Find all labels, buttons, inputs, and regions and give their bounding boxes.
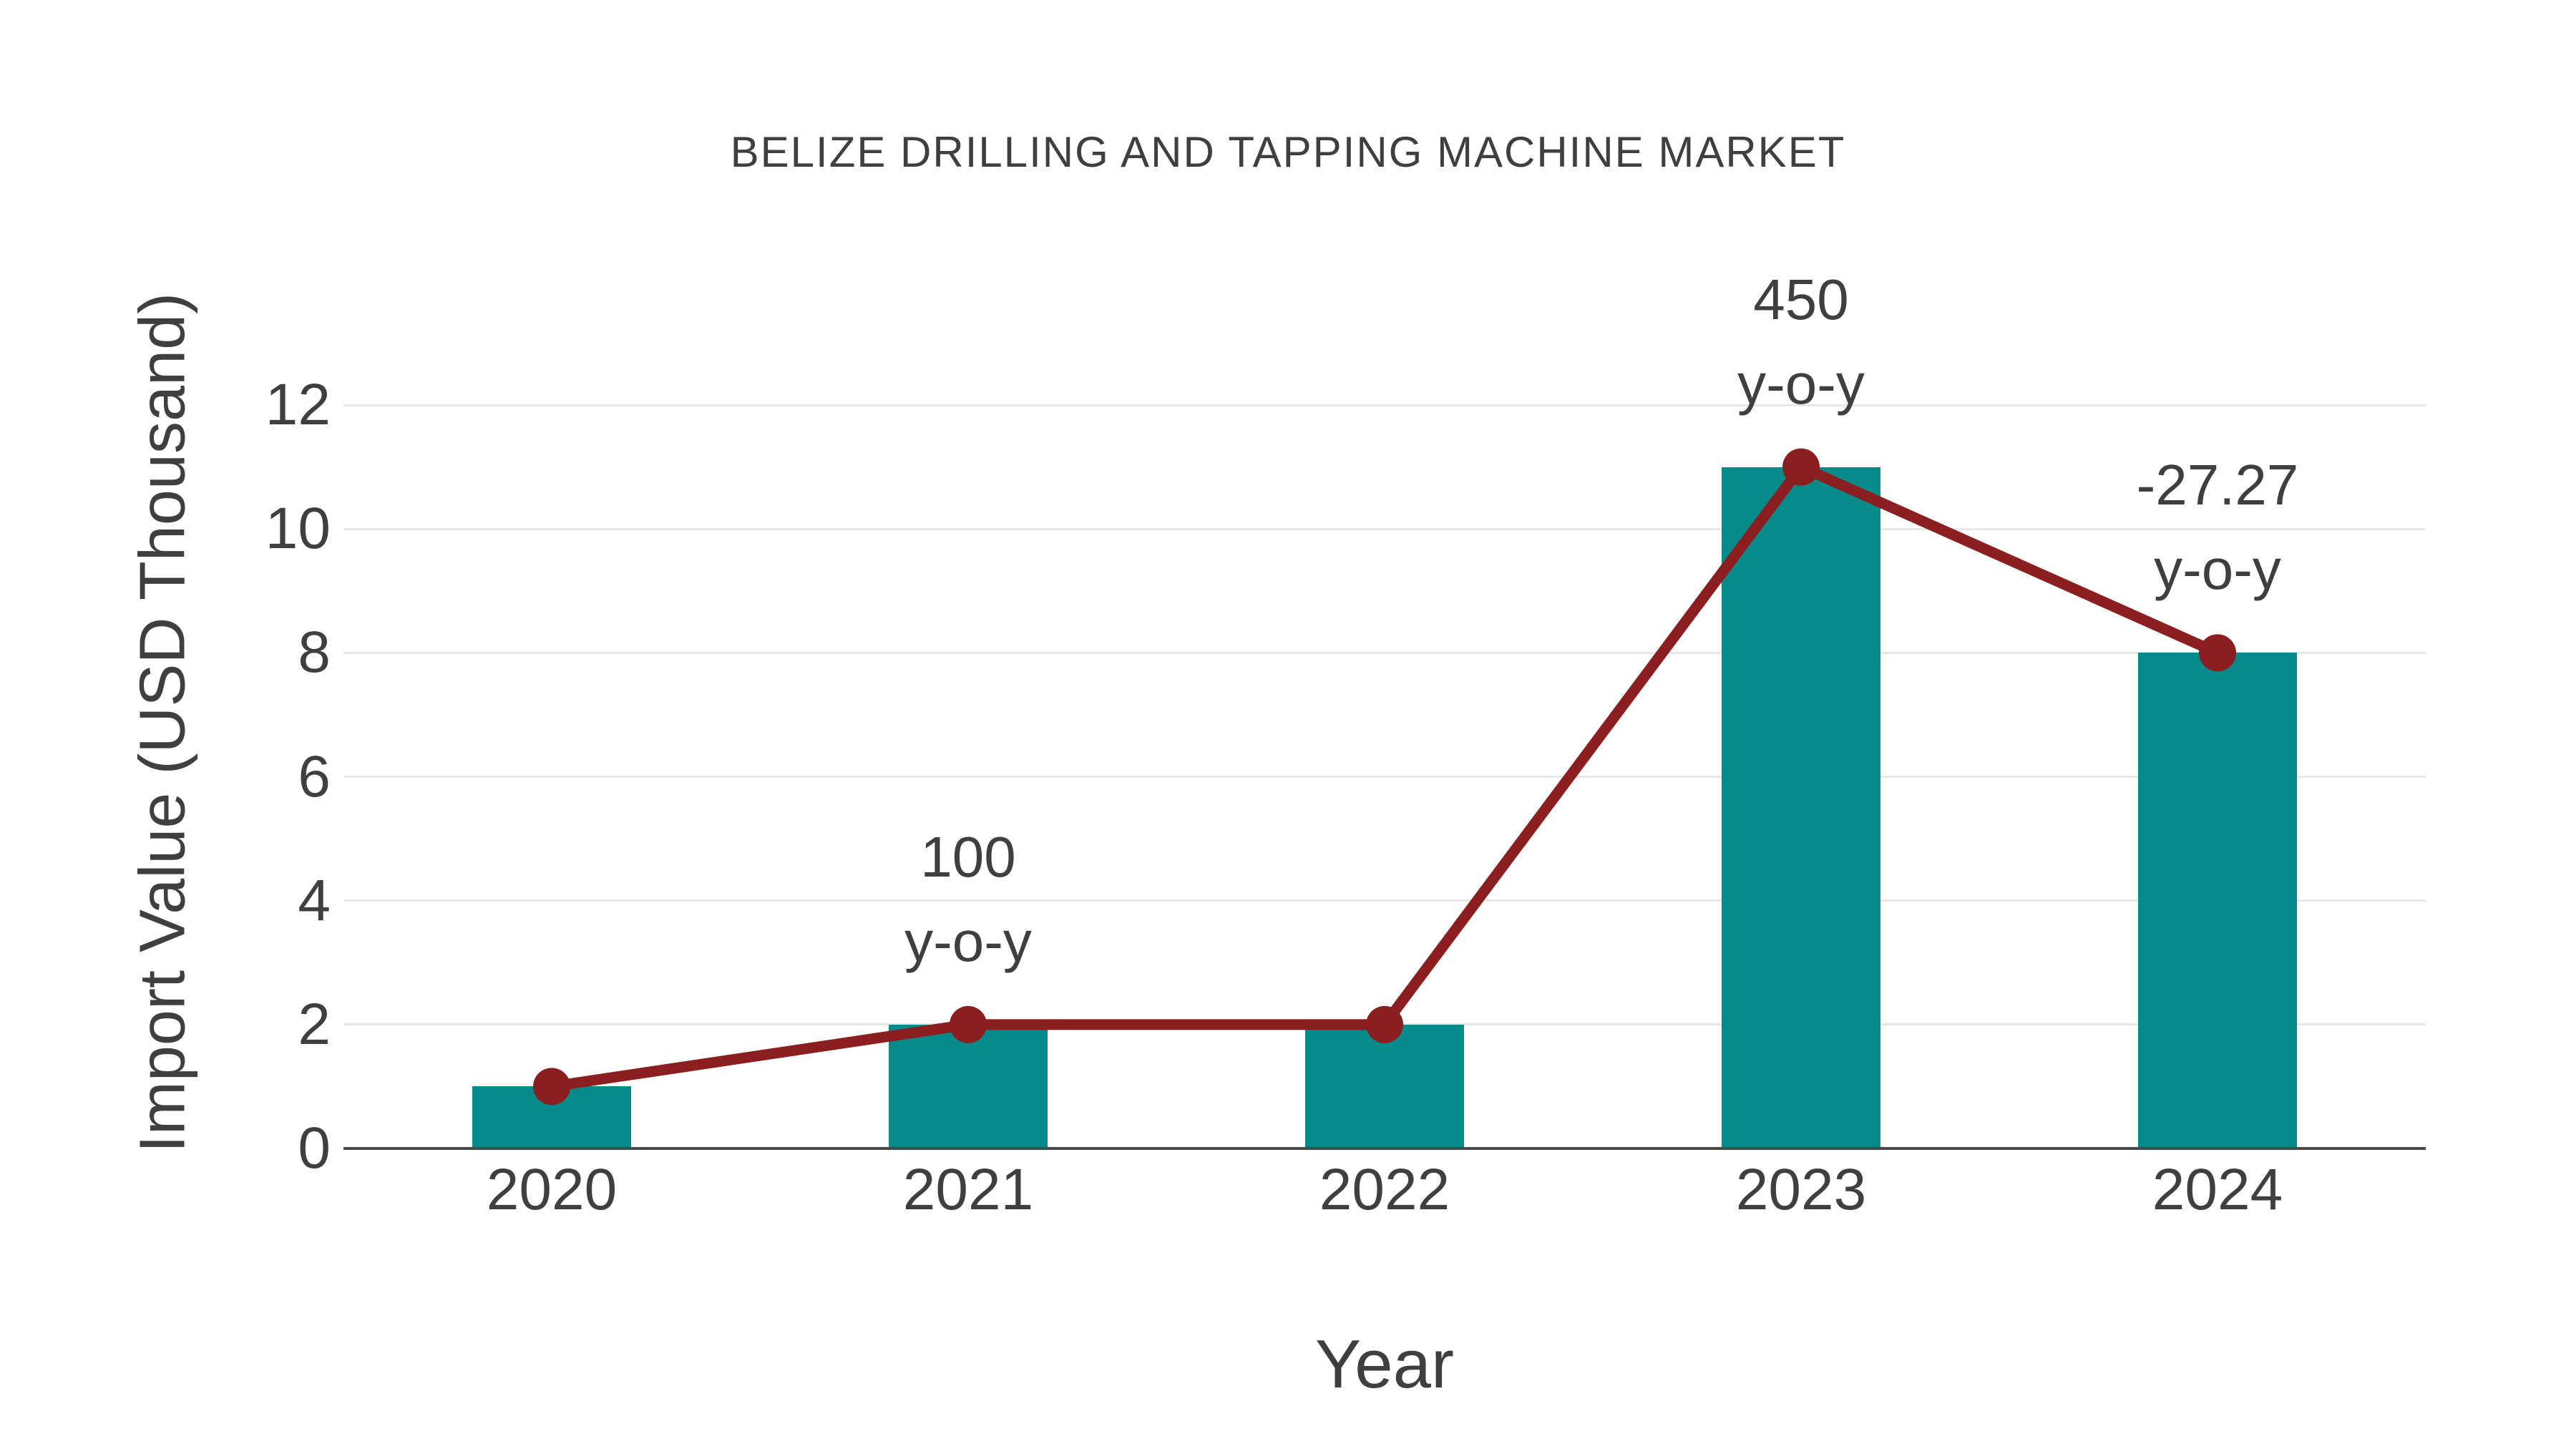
x-axis-title: Year (1315, 1326, 1454, 1402)
chart-title: BELIZE DRILLING AND TAPPING MACHINE MARK… (730, 128, 1846, 176)
bar-2024 (2138, 653, 2297, 1148)
y-tick-label-0: 0 (298, 1116, 331, 1181)
trend-line (546, 462, 2223, 1092)
gridline-y-10 (343, 527, 2426, 530)
data-point-marker-2021 (950, 1005, 987, 1043)
bar-2021 (889, 1024, 1048, 1148)
x-tick-label-2022: 2022 (1319, 1157, 1450, 1222)
y-tick-label-2: 2 (298, 991, 331, 1057)
data-point-marker-2020 (533, 1068, 570, 1106)
x-tick-label-2023: 2023 (1735, 1157, 1867, 1222)
y-tick-label-10: 10 (265, 496, 331, 562)
y-tick-label-6: 6 (298, 743, 331, 809)
x-tick-label-2021: 2021 (902, 1157, 1034, 1222)
bar-2023 (1722, 467, 1880, 1148)
y-tick-label-4: 4 (298, 867, 331, 933)
data-point-marker-2022 (1366, 1005, 1403, 1043)
y-tick-label-12: 12 (265, 372, 331, 437)
data-point-marker-2023 (1782, 448, 1820, 486)
annotation-2023-yoy: y-o-y (1737, 351, 1865, 416)
x-tick-label-2024: 2024 (2152, 1157, 2283, 1222)
gridline-y-8 (343, 651, 2426, 654)
annotation-2023-value: 450 (1753, 267, 1849, 331)
gridline-y-6 (343, 776, 2426, 778)
bar-2022 (1305, 1024, 1464, 1148)
gridline-y-12 (343, 404, 2426, 406)
annotation-2024-yoy: y-o-y (2154, 537, 2281, 602)
data-point-marker-2024 (2199, 634, 2236, 672)
annotation-2024-value: -27.27 (2136, 453, 2299, 517)
annotation-2021-value: 100 (920, 824, 1016, 889)
x-axis-line (343, 1147, 2426, 1150)
annotation-2021-yoy: y-o-y (904, 909, 1032, 973)
y-tick-label-8: 8 (298, 620, 331, 686)
x-tick-label-2020: 2020 (486, 1157, 618, 1222)
gridline-y-4 (343, 899, 2426, 902)
